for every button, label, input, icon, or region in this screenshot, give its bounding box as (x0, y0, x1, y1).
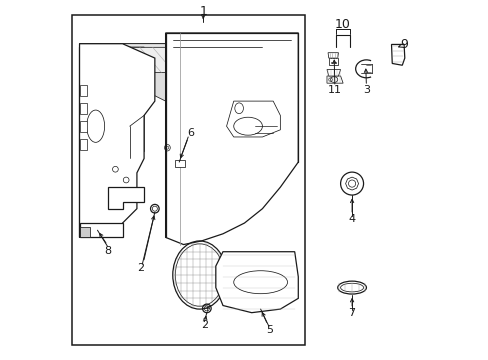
Text: 7: 7 (348, 309, 355, 318)
Text: 10: 10 (334, 18, 349, 31)
Polygon shape (80, 226, 90, 237)
Polygon shape (80, 139, 86, 149)
Polygon shape (215, 252, 298, 313)
Text: 2: 2 (137, 263, 144, 273)
Polygon shape (80, 44, 165, 80)
Polygon shape (327, 53, 338, 58)
Text: 1: 1 (199, 5, 207, 18)
Polygon shape (391, 44, 404, 65)
Polygon shape (330, 62, 335, 63)
Polygon shape (101, 47, 165, 83)
Polygon shape (174, 160, 185, 167)
Text: 9: 9 (399, 38, 407, 51)
Polygon shape (326, 76, 343, 83)
Polygon shape (80, 44, 155, 237)
Text: 5: 5 (265, 325, 272, 335)
Polygon shape (80, 223, 122, 237)
Text: 3: 3 (362, 85, 369, 95)
Polygon shape (101, 44, 165, 80)
Polygon shape (326, 69, 340, 76)
Polygon shape (108, 187, 144, 209)
Polygon shape (80, 121, 86, 132)
Polygon shape (345, 177, 358, 190)
Text: 4: 4 (348, 215, 355, 224)
Bar (72, 15, 305, 345)
Text: 6: 6 (187, 129, 194, 138)
Text: 11: 11 (327, 85, 341, 95)
Polygon shape (226, 101, 280, 137)
Polygon shape (165, 33, 298, 244)
Polygon shape (80, 85, 86, 96)
Polygon shape (80, 103, 86, 114)
Text: 2: 2 (201, 320, 207, 330)
Polygon shape (80, 47, 144, 237)
Polygon shape (101, 72, 165, 101)
Text: 8: 8 (104, 246, 111, 256)
Polygon shape (328, 58, 337, 65)
